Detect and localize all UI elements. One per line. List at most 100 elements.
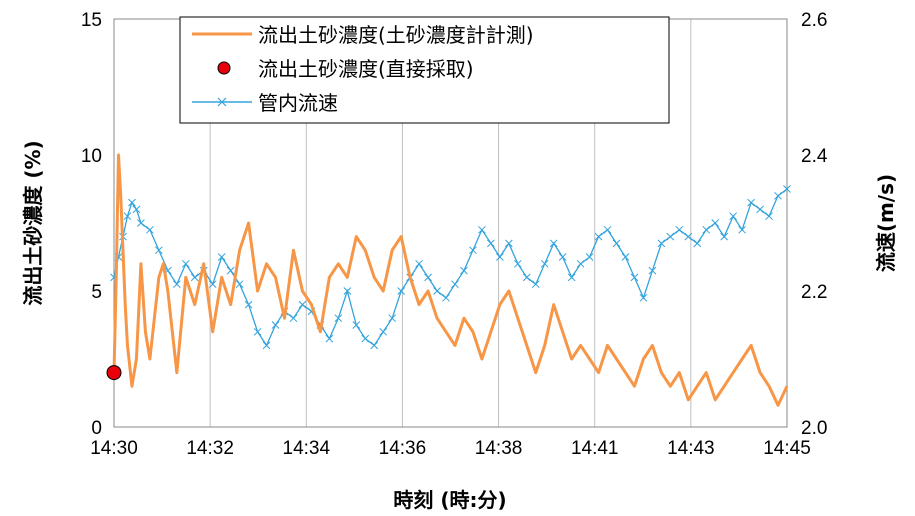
velocity-point — [155, 246, 163, 255]
x-tick-label: 14:38 — [475, 438, 523, 459]
velocity-point — [137, 219, 145, 227]
velocity-point — [469, 246, 477, 255]
right-y-tick-labels: 2.0 2.2 2.4 2.6 — [801, 10, 828, 439]
x-axis-title: 時刻 (時:分) — [393, 488, 506, 512]
velocity-point — [513, 259, 522, 268]
velocity-point — [576, 259, 585, 268]
velocity-point — [549, 239, 558, 248]
velocity-point — [720, 232, 729, 241]
velocity-point — [783, 185, 791, 193]
left-y-tick-labels: 0 5 10 15 — [81, 10, 102, 439]
right-y-tick-label: 2.6 — [801, 10, 827, 31]
velocity-point — [271, 321, 280, 329]
velocity-point — [765, 212, 773, 221]
series-layer — [106, 153, 791, 407]
velocity-point — [451, 280, 459, 289]
velocity-point — [244, 300, 253, 309]
velocity-point — [487, 239, 495, 248]
velocity-point — [756, 205, 764, 214]
velocity-point — [226, 266, 235, 275]
x-tick-label: 14:45 — [763, 438, 811, 459]
velocity-point — [361, 334, 370, 343]
velocity-point — [235, 280, 244, 289]
velocity-point — [774, 191, 782, 200]
velocity-point — [325, 334, 334, 343]
velocity-point — [442, 293, 450, 302]
velocity-point — [585, 253, 594, 261]
velocity-point — [729, 212, 738, 221]
x-tick-label: 14:30 — [90, 438, 138, 459]
velocity-point — [594, 232, 603, 241]
velocity-point — [603, 225, 612, 234]
velocity-point — [495, 253, 504, 261]
velocity-point — [621, 253, 630, 261]
velocity-point — [531, 280, 540, 289]
right-y-tick-label: 2.2 — [801, 282, 827, 303]
velocity-point — [711, 219, 720, 227]
velocity-point — [352, 321, 361, 329]
velocity-point — [379, 327, 388, 336]
velocity-point — [657, 239, 666, 248]
legend-label-direct: 流出土砂濃度(直接採取) — [258, 57, 474, 81]
velocity-point — [370, 341, 379, 350]
sediment-sensor-line — [112, 153, 789, 407]
velocity-point — [132, 205, 141, 214]
velocity-point — [123, 212, 132, 221]
velocity-point — [675, 225, 684, 234]
x-tick-label: 14:34 — [283, 438, 331, 459]
left-y-tick-label: 10 — [81, 146, 102, 167]
velocity-point — [415, 259, 423, 268]
legend: 流出土砂濃度(土砂濃度計計測) 流出土砂濃度(直接採取) 管内流速 — [179, 16, 670, 124]
velocity-point — [262, 341, 271, 350]
velocity-point — [334, 314, 343, 323]
velocity-point — [172, 280, 181, 289]
left-y-axis-title: 流出土砂濃度 (%) — [21, 140, 45, 305]
x-tick-labels: 14:30 14:32 14:34 14:36 14:38 14:41 14:43 14:45 — [90, 438, 811, 459]
right-y-tick-label: 2.4 — [801, 146, 828, 167]
left-y-tick-label: 0 — [91, 418, 102, 439]
velocity-point — [397, 287, 406, 295]
velocity-point — [612, 239, 621, 248]
velocity-point — [343, 287, 352, 295]
velocity-point — [747, 198, 755, 207]
x-tick-label: 14:32 — [186, 438, 234, 459]
velocity-point — [478, 225, 486, 234]
velocity-point — [684, 232, 693, 241]
velocity-point — [630, 273, 639, 282]
velocity-point — [738, 225, 746, 234]
left-y-tick-label: 5 — [91, 282, 102, 303]
direct-sample-point — [106, 365, 122, 381]
x-tick-label: 14:36 — [379, 438, 427, 459]
velocity-point — [504, 239, 513, 248]
velocity-point — [433, 287, 441, 295]
velocity-point — [558, 253, 567, 261]
velocity-point — [522, 273, 531, 282]
legend-label-sensor: 流出土砂濃度(土砂濃度計計測) — [258, 23, 534, 47]
right-y-axis-title: 流速(m/s) — [874, 174, 898, 272]
velocity-point — [639, 293, 648, 302]
right-y-tick-label: 2.0 — [801, 418, 827, 439]
velocity-point — [217, 253, 226, 261]
velocity-point — [540, 259, 549, 268]
legend-label-velocity: 管内流速 — [258, 91, 338, 115]
left-y-tick-label: 15 — [81, 10, 102, 31]
legend-x-marker-icon — [217, 97, 227, 107]
velocity-point — [181, 259, 190, 268]
x-tick-label: 14:43 — [667, 438, 715, 459]
legend-box — [179, 16, 670, 124]
velocity-point — [208, 280, 217, 289]
velocity-point — [666, 232, 675, 241]
velocity-point — [388, 314, 397, 323]
velocity-point — [693, 239, 702, 248]
velocity-point — [648, 266, 657, 275]
velocity-point — [253, 327, 262, 336]
velocity-point — [298, 300, 307, 309]
x-tick-label: 14:41 — [571, 438, 619, 459]
velocity-point — [190, 273, 199, 282]
legend-circle-icon — [217, 61, 231, 75]
velocity-point — [460, 266, 468, 275]
velocity-point — [567, 273, 576, 282]
velocity-point — [702, 225, 711, 234]
velocity-point — [289, 314, 298, 323]
